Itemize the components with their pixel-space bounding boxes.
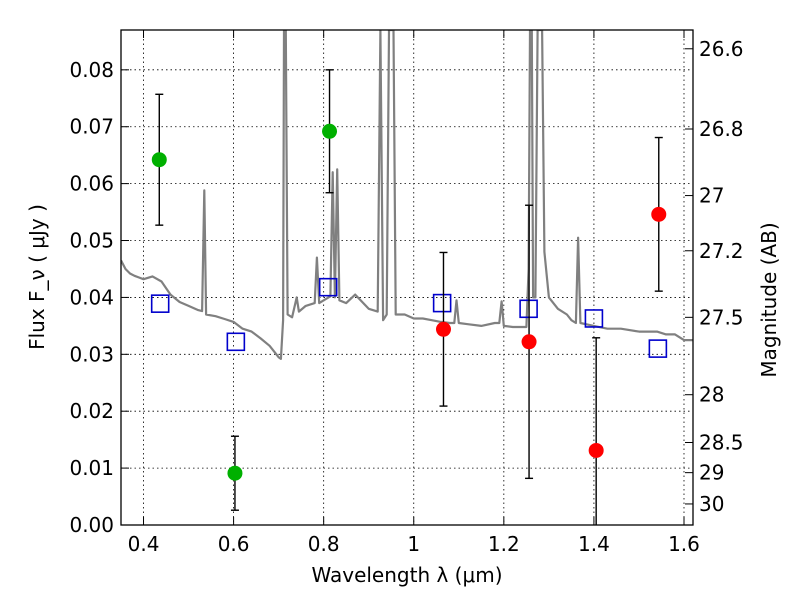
y-tick-label: 0.08 xyxy=(69,58,114,82)
data-point xyxy=(322,123,338,139)
model-square xyxy=(226,332,246,352)
data-point xyxy=(521,334,537,350)
y2-tick-label: 28.5 xyxy=(699,431,744,455)
spectrum-layer xyxy=(121,30,693,360)
y2-tick-label: 26.6 xyxy=(699,37,744,61)
y-tick-label: 0.01 xyxy=(69,456,114,480)
model-square xyxy=(150,294,170,313)
x-tick-label: 0.6 xyxy=(218,532,250,556)
y-tick-label: 0.00 xyxy=(69,513,114,537)
y-tick-label: 0.03 xyxy=(69,342,114,366)
plot-area xyxy=(121,30,693,525)
x-axis-label: Wavelength λ (μm) xyxy=(311,563,502,587)
data-point xyxy=(435,321,451,337)
y-tick-label: 0.07 xyxy=(69,115,114,139)
y2-tick-label: 30 xyxy=(699,492,724,516)
grid xyxy=(121,30,693,526)
y-tick-label: 0.04 xyxy=(69,285,114,309)
model-square xyxy=(648,339,668,358)
x-tick-label: 1.2 xyxy=(488,532,520,556)
x-tick-label: 0.4 xyxy=(128,532,160,556)
y2-tick-label: 27.5 xyxy=(699,305,744,329)
data-point xyxy=(227,465,243,481)
x-tick-label: 1.4 xyxy=(578,532,610,556)
x-tick-label: 0.8 xyxy=(308,532,340,556)
ticks: 0.4 0.6 0.8 1 1.2 1.4 1.6 0.00 0.01 0.02 0.03 0.04 0… xyxy=(69,30,744,556)
y2-axis-label: Magnitude (AB) xyxy=(757,222,781,377)
y-tick-label: 0.06 xyxy=(69,172,114,196)
y2-tick-label: 29 xyxy=(699,461,724,485)
x-tick-label: 1.6 xyxy=(668,532,700,556)
data-point xyxy=(151,152,167,168)
y2-tick-label: 26.8 xyxy=(699,117,744,141)
data-point xyxy=(588,442,604,458)
x-tick-label: 1 xyxy=(407,532,420,556)
model-square xyxy=(584,309,604,328)
y2-tick-label: 27.2 xyxy=(699,239,744,263)
y2-tick-label: 27 xyxy=(699,184,724,208)
markers-layer xyxy=(150,69,668,525)
model-square xyxy=(432,293,452,313)
plot-frame xyxy=(120,29,694,526)
spectrum-line xyxy=(121,30,693,360)
y-tick-label: 0.02 xyxy=(69,399,114,423)
data-point xyxy=(651,206,667,222)
y-axis-label: Flux F_ν ( μJy ) xyxy=(25,204,49,350)
model-square xyxy=(318,277,338,297)
y-tick-label: 0.05 xyxy=(69,229,114,253)
y2-tick-label: 28 xyxy=(699,383,724,407)
